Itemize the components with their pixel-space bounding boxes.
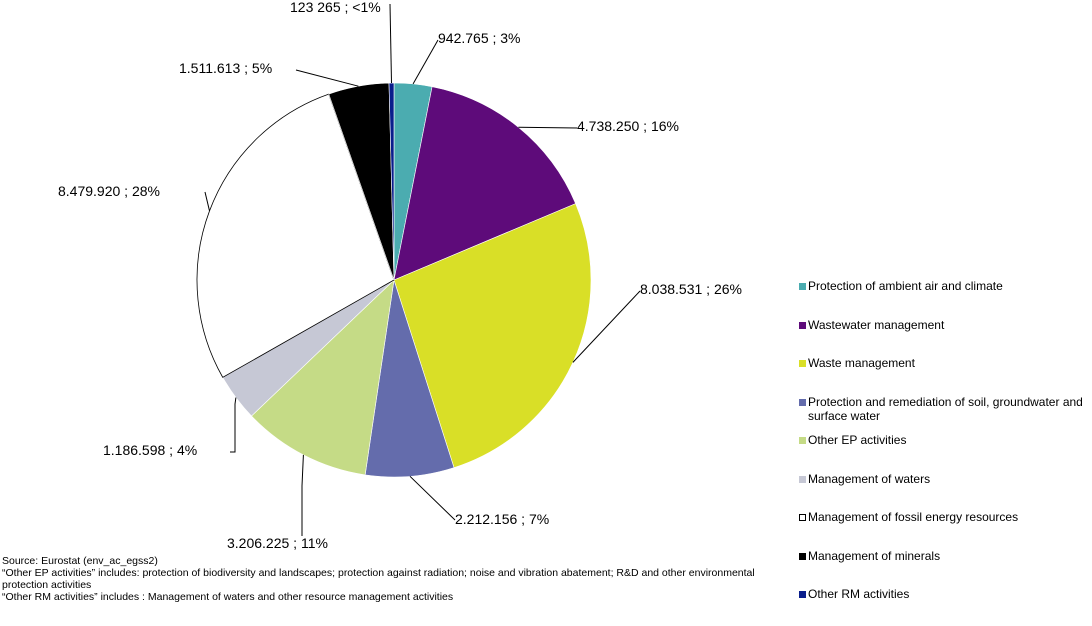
legend-item-wastewater-management: Wastewater management [797,318,1087,357]
legend-item-other-ep-activities: Other EP activities [797,433,1087,472]
footnotes: Source: Eurostat (env_ac_egss2) “Other E… [2,555,782,603]
legend-label: Other EP activities [808,433,907,447]
legend-item-management-of-waters: Management of waters [797,472,1087,511]
legend: Protection of ambient air and climate Was… [797,279,1087,626]
legend-swatch [799,552,806,560]
legend-item-other-rm-activities: Other RM activities [797,587,1087,626]
data-label-protection-of-ambient-air-and-climate: 942.765 ; 3% [438,30,521,46]
legend-label: Other RM activities [808,587,910,601]
leader-line-wastewater-management [518,126,578,129]
legend-label: Protection and remediation of soil, grou… [808,394,1083,423]
leader-line-management-of-minerals [295,69,359,87]
legend-swatch [799,475,806,483]
legend-label: Waste management [808,356,915,370]
legend-item-management-of-minerals: Management of minerals [797,549,1087,588]
legend-swatch [799,398,806,406]
data-label-wastewater-management: 4.738.250 ; 16% [577,118,679,134]
leader-line-protection-of-ambient-air-and-climate [412,39,439,85]
legend-swatch [799,514,806,521]
legend-item-management-of-fossil-energy-resources: Management of fossil energy resources [797,510,1087,549]
leader-line-other-rm-activities [389,3,392,84]
leader-line-other-ep-activities [301,454,304,536]
pie-slice-wastewater-management [393,86,576,281]
leader-lines [204,3,641,536]
legend-label: Management of waters [808,471,931,486]
data-labels: 942.765 ; 3% 4.738.250 ; 16% 8.038.531 ; 2… [58,0,742,551]
legend-swatch [799,591,806,598]
leader-line-protection-and-remediation-of-soil-groundwater-and-surface-water [409,475,456,521]
source-note: Source: Eurostat (env_ac_egss2) [2,555,158,567]
data-label-waste-management: 8.038.531 ; 26% [640,281,742,297]
leader-line-management-of-fossil-energy-resources [204,191,210,212]
other-ep-note: “Other EP activities” includes: protecti… [2,567,755,591]
data-label-management-of-minerals: 1.511.613 ; 5% [179,60,272,76]
legend-swatch [799,283,806,290]
data-label-other-ep-activities: 3.206.225 ; 11% [227,535,328,551]
legend-label: Management of minerals [808,548,941,563]
legend-swatch [799,321,806,329]
legend-item-protection-and-remediation-of-soil-groundwater-and-surface-water: Protection and remediation of soil, grou… [797,395,1087,434]
legend-label: Protection of ambient air and climate [808,279,1003,293]
data-label-management-of-fossil-energy-resources: 8.479.920 ; 28% [58,183,160,199]
legend-item-waste-management: Waste management [797,356,1087,395]
legend-label: Management of fossil energy resources [808,510,1019,524]
data-label-protection-and-remediation-of-soil-groundwater-and-surface-water: 2.212.156 ; 7% [455,511,549,527]
pie-slice-management-of-fossil-energy-resources [196,93,395,378]
leader-line-waste-management [572,290,641,363]
legend-label: Wastewater management [808,317,945,332]
pie-slices [196,82,592,478]
legend-swatch [799,360,806,367]
legend-item-protection-of-ambient-air-and-climate: Protection of ambient air and climate [797,279,1087,318]
pie-slice-other-rm-activities [388,82,395,281]
data-label-other-rm-activities: 123 265 ; <1% [290,0,381,15]
other-rm-note: “Other RM activities” includes : Managem… [2,591,454,603]
data-label-management-of-waters: 1.186.598 ; 4% [103,442,197,458]
leader-line-management-of-waters [230,397,237,453]
legend-swatch [799,437,806,444]
